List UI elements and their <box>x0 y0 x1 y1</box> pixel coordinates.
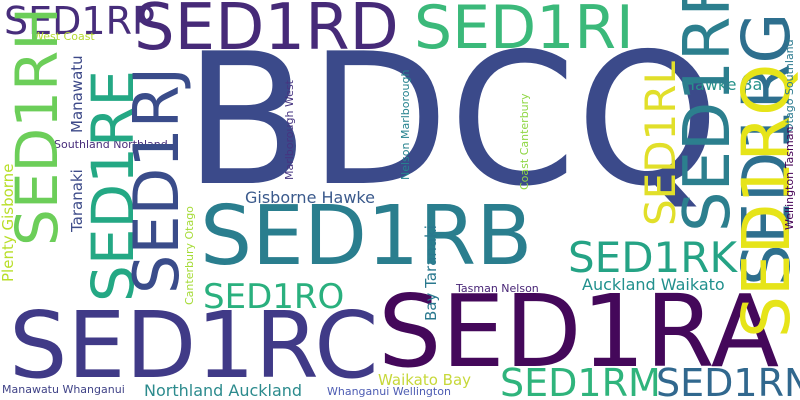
word-manawatu: Manawatu <box>68 55 86 133</box>
word-sed1rp: SED1RP <box>4 0 155 43</box>
word-sed1rb: SED1RB <box>200 189 533 284</box>
word-coast-canterbury: Coast Canterbury <box>518 93 531 190</box>
word-southland-northland: Southland Northland <box>54 138 168 151</box>
word-plenty-gisborne: Plenty Gisborne <box>0 163 17 282</box>
word-bay-taranaki: Bay Taranaki <box>422 225 440 321</box>
word-sed1rm: SED1RM <box>500 361 661 400</box>
word-sed1rl: SED1RL <box>636 61 685 226</box>
word-sed1rd: SED1RD <box>134 0 399 65</box>
word-canterbury-otago: Canterbury Otago <box>183 206 196 305</box>
word-tasman-nelson: Tasman Nelson <box>456 282 539 295</box>
word-sed1rc: SED1RC <box>9 292 379 399</box>
word-sed1ra: SED1RA <box>378 273 780 390</box>
word-sed1rn: SED1RN <box>656 361 800 400</box>
word-west-coast: West Coast <box>33 30 95 43</box>
word-sed1rj: SED1RJ <box>120 66 193 294</box>
word-auckland-waikato: Auckland Waikato <box>582 275 725 294</box>
word-wellington-tasman: Wellington Tasman <box>783 126 796 230</box>
word-marlborough-west: Marlborough West <box>283 80 296 180</box>
word-whanganui-wellington: Whanganui Wellington <box>327 385 451 398</box>
word-nelson-marlborough: Nelson Marlborough <box>399 69 412 180</box>
word-sed1rk: SED1RK <box>568 233 737 282</box>
word-gisborne-hawke: Gisborne Hawke <box>245 188 375 207</box>
word-northland-auckland: Northland Auckland <box>144 381 303 400</box>
word-taranaki: Taranaki <box>68 169 86 232</box>
word-otago-southland: Otago Southland <box>783 39 796 132</box>
word-sed1ro: SED1RO <box>203 277 345 317</box>
word-hawke-bay: Hawke Bay <box>683 75 772 94</box>
word-waikato-bay: Waikato Bay <box>378 371 472 389</box>
word-bdcq: BDCQ <box>184 14 720 226</box>
word-manawatu-whanganui: Manawatu Whanganui <box>2 383 125 396</box>
word-sed1ri: SED1RI <box>414 0 634 63</box>
